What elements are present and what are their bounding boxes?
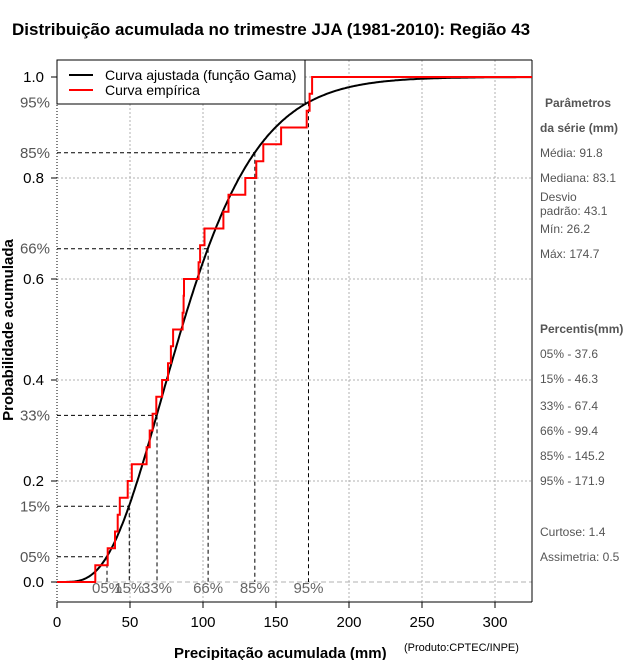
y-percent-label: 33% <box>20 407 50 424</box>
percentis-title: Percentis(mm) <box>540 322 623 336</box>
percentil-05: 05% - 37.6 <box>540 347 598 361</box>
y-percent-label: 95% <box>20 94 50 111</box>
x-tick-label: 250 <box>409 614 434 631</box>
stats-panel: Parâmetros da série (mm) Média: 91.8 Med… <box>540 96 623 564</box>
percentil-33: 33% - 67.4 <box>540 399 598 413</box>
y-percent-label: 85% <box>20 145 50 162</box>
stat-max: Máx: 174.7 <box>540 247 600 261</box>
y-axis-label: Probabilidade acumulada <box>0 238 17 420</box>
y-tick-label: 1.0 <box>23 69 44 86</box>
y-axis: 1.0 0.8 0.6 0.4 0.2 0.0 95% 85% 66% 33% 15% 05% <box>20 69 57 591</box>
x-tick-label: 200 <box>336 614 361 631</box>
legend-fitted-label: Curva ajustada (função Gama) <box>105 67 296 83</box>
x-tick-label: 150 <box>263 614 288 631</box>
legend: Curva ajustada (função Gama) Curva empír… <box>56 59 306 105</box>
percentil-95: 95% - 171.9 <box>540 474 605 488</box>
stat-curtose: Curtose: 1.4 <box>540 525 606 539</box>
x-tick-label: 0 <box>53 614 61 631</box>
params-title: Parâmetros <box>545 96 611 110</box>
empirical-step-curve <box>57 76 532 583</box>
y-percent-label: 15% <box>20 498 50 515</box>
stat-mediana: Mediana: 83.1 <box>540 171 616 185</box>
y-percent-label: 66% <box>20 241 50 258</box>
x-axis: 0 50 100 150 200 250 300 <box>53 602 508 631</box>
chart-title: Distribuição acumulada no trimestre JJA … <box>12 20 530 39</box>
stat-desvio-value: padrão: 43.1 <box>540 204 608 218</box>
percentil-66: 66% - 99.4 <box>540 424 598 438</box>
percentile-x-label: 95% <box>293 580 323 597</box>
x-tick-label: 300 <box>482 614 507 631</box>
stat-assimetria: Assimetria: 0.5 <box>540 550 620 564</box>
grid <box>57 60 532 602</box>
percentile-x-label: 85% <box>240 580 270 597</box>
percentil-85: 85% - 145.2 <box>540 449 605 463</box>
y-tick-label: 0.2 <box>23 473 44 490</box>
y-tick-label: 0.0 <box>23 574 44 591</box>
stat-desvio: Desvio <box>540 190 577 204</box>
percentile-x-label: 66% <box>193 580 223 597</box>
percentile-x-label: 33% <box>142 580 172 597</box>
x-axis-label: Precipitação acumulada (mm) <box>174 645 387 660</box>
params-subtitle: da série (mm) <box>540 121 618 135</box>
stat-min: Mín: 26.2 <box>540 222 590 236</box>
stat-media: Média: 91.8 <box>540 146 603 160</box>
x-tick-label: 50 <box>122 614 139 631</box>
y-percent-label: 05% <box>20 549 50 566</box>
legend-box <box>56 59 306 105</box>
percentile-x-label: 15% <box>114 580 144 597</box>
y-tick-label: 0.6 <box>23 271 44 288</box>
x-tick-label: 100 <box>190 614 215 631</box>
percentile-lines: 05%15%33% 66% 85% 95% <box>57 101 324 597</box>
legend-empirical-label: Curva empírica <box>105 82 200 98</box>
percentile-x-label: 05% <box>92 580 122 597</box>
credit-label: (Produto:CPTEC/INPE) <box>404 642 519 654</box>
y-tick-label: 0.4 <box>23 372 44 389</box>
percentil-15: 15% - 46.3 <box>540 372 598 386</box>
y-tick-label: 0.8 <box>23 170 44 187</box>
